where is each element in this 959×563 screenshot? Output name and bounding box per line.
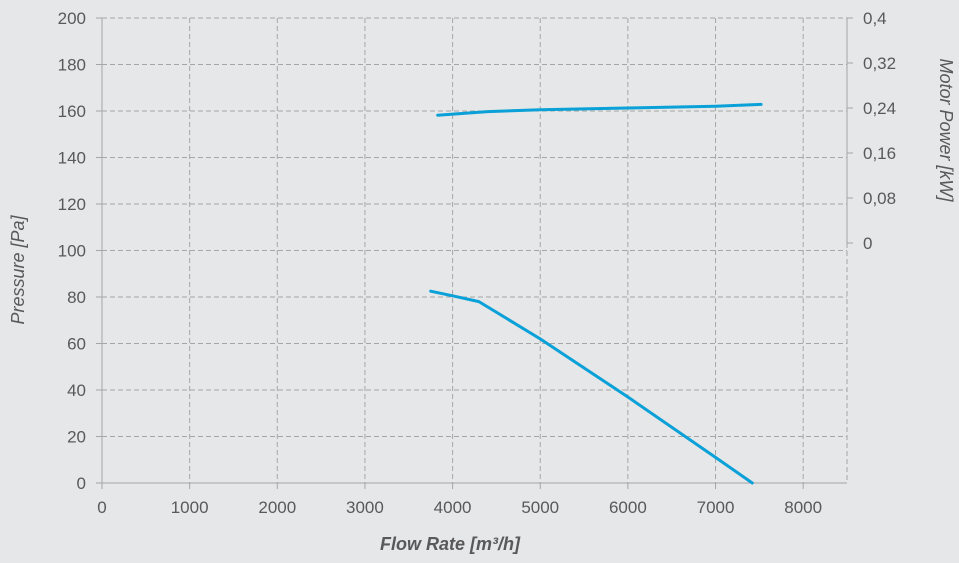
x-tick-label: 4000 (434, 498, 472, 517)
x-tick-label: 7000 (697, 498, 735, 517)
axes (96, 17, 853, 489)
x-axis-title: Flow Rate [m³/h] (380, 534, 521, 554)
y2-tick-label: 0,4 (863, 9, 887, 28)
series-lines (429, 102, 763, 485)
x-tick-label: 5000 (521, 498, 559, 517)
y-tick-label: 140 (58, 149, 86, 168)
grid-lines (102, 17, 848, 483)
y2-tick-label: 0,08 (863, 189, 896, 208)
x-tick-label: 1000 (171, 498, 209, 517)
y2-tick-label: 0 (863, 234, 872, 253)
y-axis-title: Pressure [Pa] (8, 214, 28, 324)
y-tick-label: 20 (67, 428, 86, 447)
x-tick-label: 6000 (609, 498, 647, 517)
y-tick-label: 100 (58, 242, 86, 261)
x-tick-label: 3000 (346, 498, 384, 517)
y-tick-label: 40 (67, 381, 86, 400)
y-tick-label: 80 (67, 288, 86, 307)
y-tick-label: 120 (58, 195, 86, 214)
x-tick-label: 2000 (258, 498, 296, 517)
y-tick-label: 0 (77, 474, 86, 493)
y-tick-label: 160 (58, 102, 86, 121)
y2-axis-title: Motor Power [kW] (936, 58, 956, 202)
y-tick-label: 180 (58, 56, 86, 75)
y2-tick-label: 0,32 (863, 54, 896, 73)
x-tick-label: 8000 (784, 498, 822, 517)
power-series-line (436, 102, 763, 117)
y-tick-label: 200 (58, 9, 86, 28)
y2-tick-label: 0,16 (863, 144, 896, 163)
x-tick-label: 0 (97, 498, 106, 517)
pressure-series-line (429, 289, 754, 485)
y-tick-label: 60 (67, 335, 86, 354)
y2-tick-label: 0,24 (863, 99, 896, 118)
